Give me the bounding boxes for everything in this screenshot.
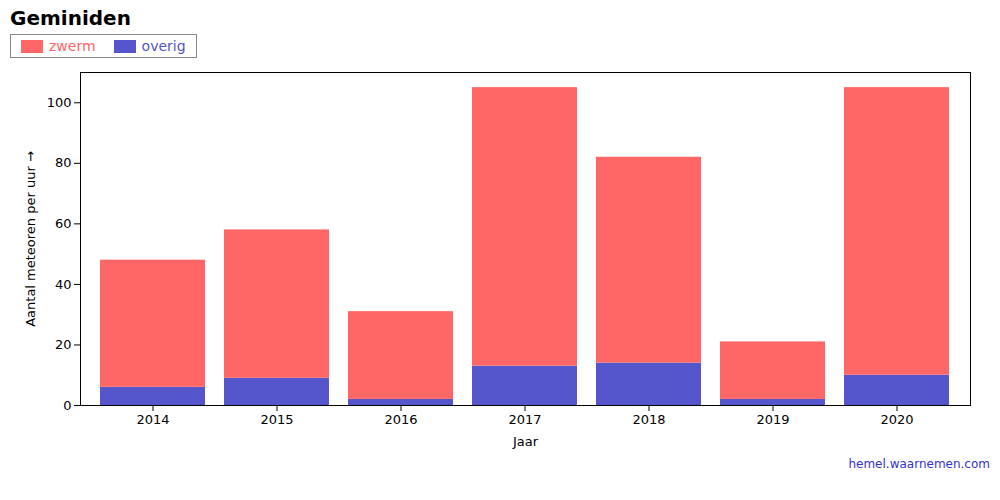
svg-text:2020: 2020 xyxy=(880,412,913,427)
svg-text:2017: 2017 xyxy=(508,412,541,427)
svg-text:0: 0 xyxy=(63,398,71,413)
svg-text:20: 20 xyxy=(55,337,72,352)
html-text:zwerm: zwerm xyxy=(49,38,96,54)
svg-text:2019: 2019 xyxy=(756,412,789,427)
svg-text:100: 100 xyxy=(47,95,72,110)
svg-text:2016: 2016 xyxy=(384,412,417,427)
html-text:Geminiden: Geminiden xyxy=(10,6,131,30)
svg-text:80: 80 xyxy=(55,155,72,170)
html-text:hemel.waarnemen.com: hemel.waarnemen.com xyxy=(848,457,990,471)
svg-text:2014: 2014 xyxy=(136,412,169,427)
svg-text:40: 40 xyxy=(55,277,72,292)
svg-text:2015: 2015 xyxy=(260,412,293,427)
html-text:overig: overig xyxy=(141,38,186,54)
svg-text:Jaar: Jaar xyxy=(512,434,539,449)
svg-text:2018: 2018 xyxy=(632,412,665,427)
svg-text:60: 60 xyxy=(55,216,72,231)
svg-text:Aantal meteoren per uur →: Aantal meteoren per uur → xyxy=(23,151,38,327)
